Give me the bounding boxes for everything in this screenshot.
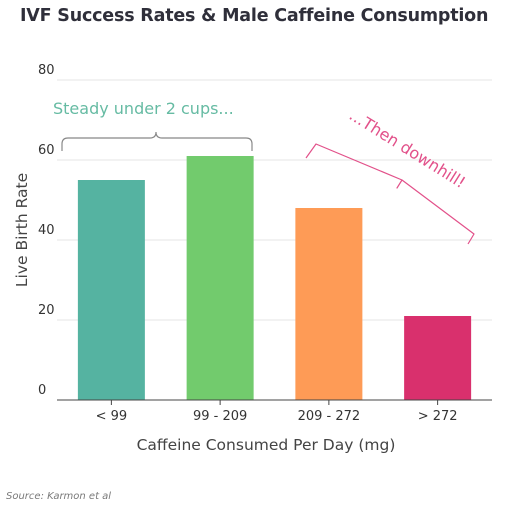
bar: [77, 180, 145, 400]
y-axis-ticks: 0 20 40 60 80: [38, 63, 55, 398]
annotation-downhill-brace: [305, 143, 475, 245]
bar: [295, 208, 363, 400]
annotation-steady: Steady under 2 cups...: [53, 99, 253, 151]
annotation-steady-brace: [61, 131, 253, 151]
x-tick-label: < 99: [96, 409, 128, 424]
y-tick-label: 60: [38, 143, 55, 158]
annotation-downhill-text: ...Then downhill!: [346, 105, 469, 192]
x-axis-label: Caffeine Consumed Per Day (mg): [137, 436, 396, 454]
y-tick-label: 0: [38, 383, 46, 398]
y-tick-label: 40: [38, 223, 55, 238]
x-tick-label: > 272: [418, 409, 458, 424]
bar: [404, 316, 472, 400]
bars: [77, 156, 472, 400]
bar: [186, 156, 254, 400]
chart-title: IVF Success Rates & Male Caffeine Consum…: [20, 6, 489, 26]
y-tick-label: 20: [38, 303, 55, 318]
x-tick-label: 209 - 272: [298, 409, 361, 424]
x-axis-ticks: < 99 99 - 209 209 - 272 > 272: [96, 400, 458, 424]
annotation-steady-text: Steady under 2 cups...: [53, 99, 234, 118]
x-tick-label: 99 - 209: [193, 409, 247, 424]
y-tick-label: 80: [38, 63, 55, 78]
source-note: Source: Karmon et al: [6, 491, 112, 502]
y-axis-label: Live Birth Rate: [13, 173, 31, 287]
